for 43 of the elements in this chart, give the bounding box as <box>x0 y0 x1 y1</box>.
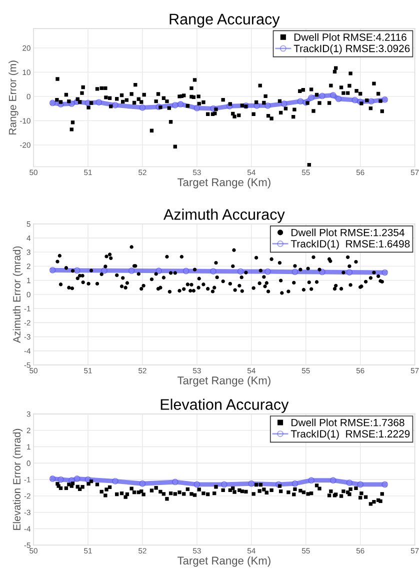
point <box>254 102 260 109</box>
point <box>84 100 92 106</box>
point <box>242 102 250 109</box>
legend-label: TrackID(1) RMSE:1.6498 <box>290 240 410 250</box>
point <box>226 102 233 110</box>
x-axis-title: Target Range (Km) <box>177 178 270 188</box>
point <box>264 102 271 109</box>
point <box>210 105 216 112</box>
x-axis-title: Target Range (Km) <box>177 556 270 567</box>
point <box>58 101 64 108</box>
y-axis-title: Azimuth Error (mrad) <box>12 246 23 344</box>
point <box>335 96 342 102</box>
line-series <box>49 92 388 112</box>
point <box>302 99 310 106</box>
point <box>112 102 118 108</box>
x-axis-title: Target Range (Km) <box>177 376 270 387</box>
chart-title: Azimuth Accuracy <box>163 208 285 223</box>
legend-label: Dwell Plot RMSE:4.2116 <box>294 33 406 41</box>
point <box>357 98 364 105</box>
chart-title: Elevation Accuracy <box>160 398 289 413</box>
point <box>368 98 374 104</box>
point <box>382 96 388 103</box>
y-axis-title: Range Error (m) <box>8 60 18 134</box>
point <box>139 104 146 111</box>
point <box>194 104 200 112</box>
legend-label: TrackID(1) RMSE:3.0926 <box>294 44 410 54</box>
legend-label: Dwell Plot RMSE:1.2354 <box>292 228 404 236</box>
point <box>177 101 184 108</box>
y-axis-title: Elevation Error (mrad) <box>12 428 23 530</box>
point <box>68 100 75 107</box>
point <box>280 100 288 107</box>
point <box>49 100 56 106</box>
point <box>297 98 304 104</box>
legend-label: Dwell Plot RMSE:1.7368 <box>292 418 404 426</box>
point <box>330 92 336 98</box>
point <box>319 92 326 100</box>
point <box>352 96 358 104</box>
point <box>172 102 178 108</box>
point <box>308 94 315 101</box>
chart-title: Range Accuracy <box>170 14 280 28</box>
point <box>96 99 102 106</box>
legend-label: TrackID(1) RMSE:1.2229 <box>290 430 410 440</box>
point <box>156 104 162 110</box>
